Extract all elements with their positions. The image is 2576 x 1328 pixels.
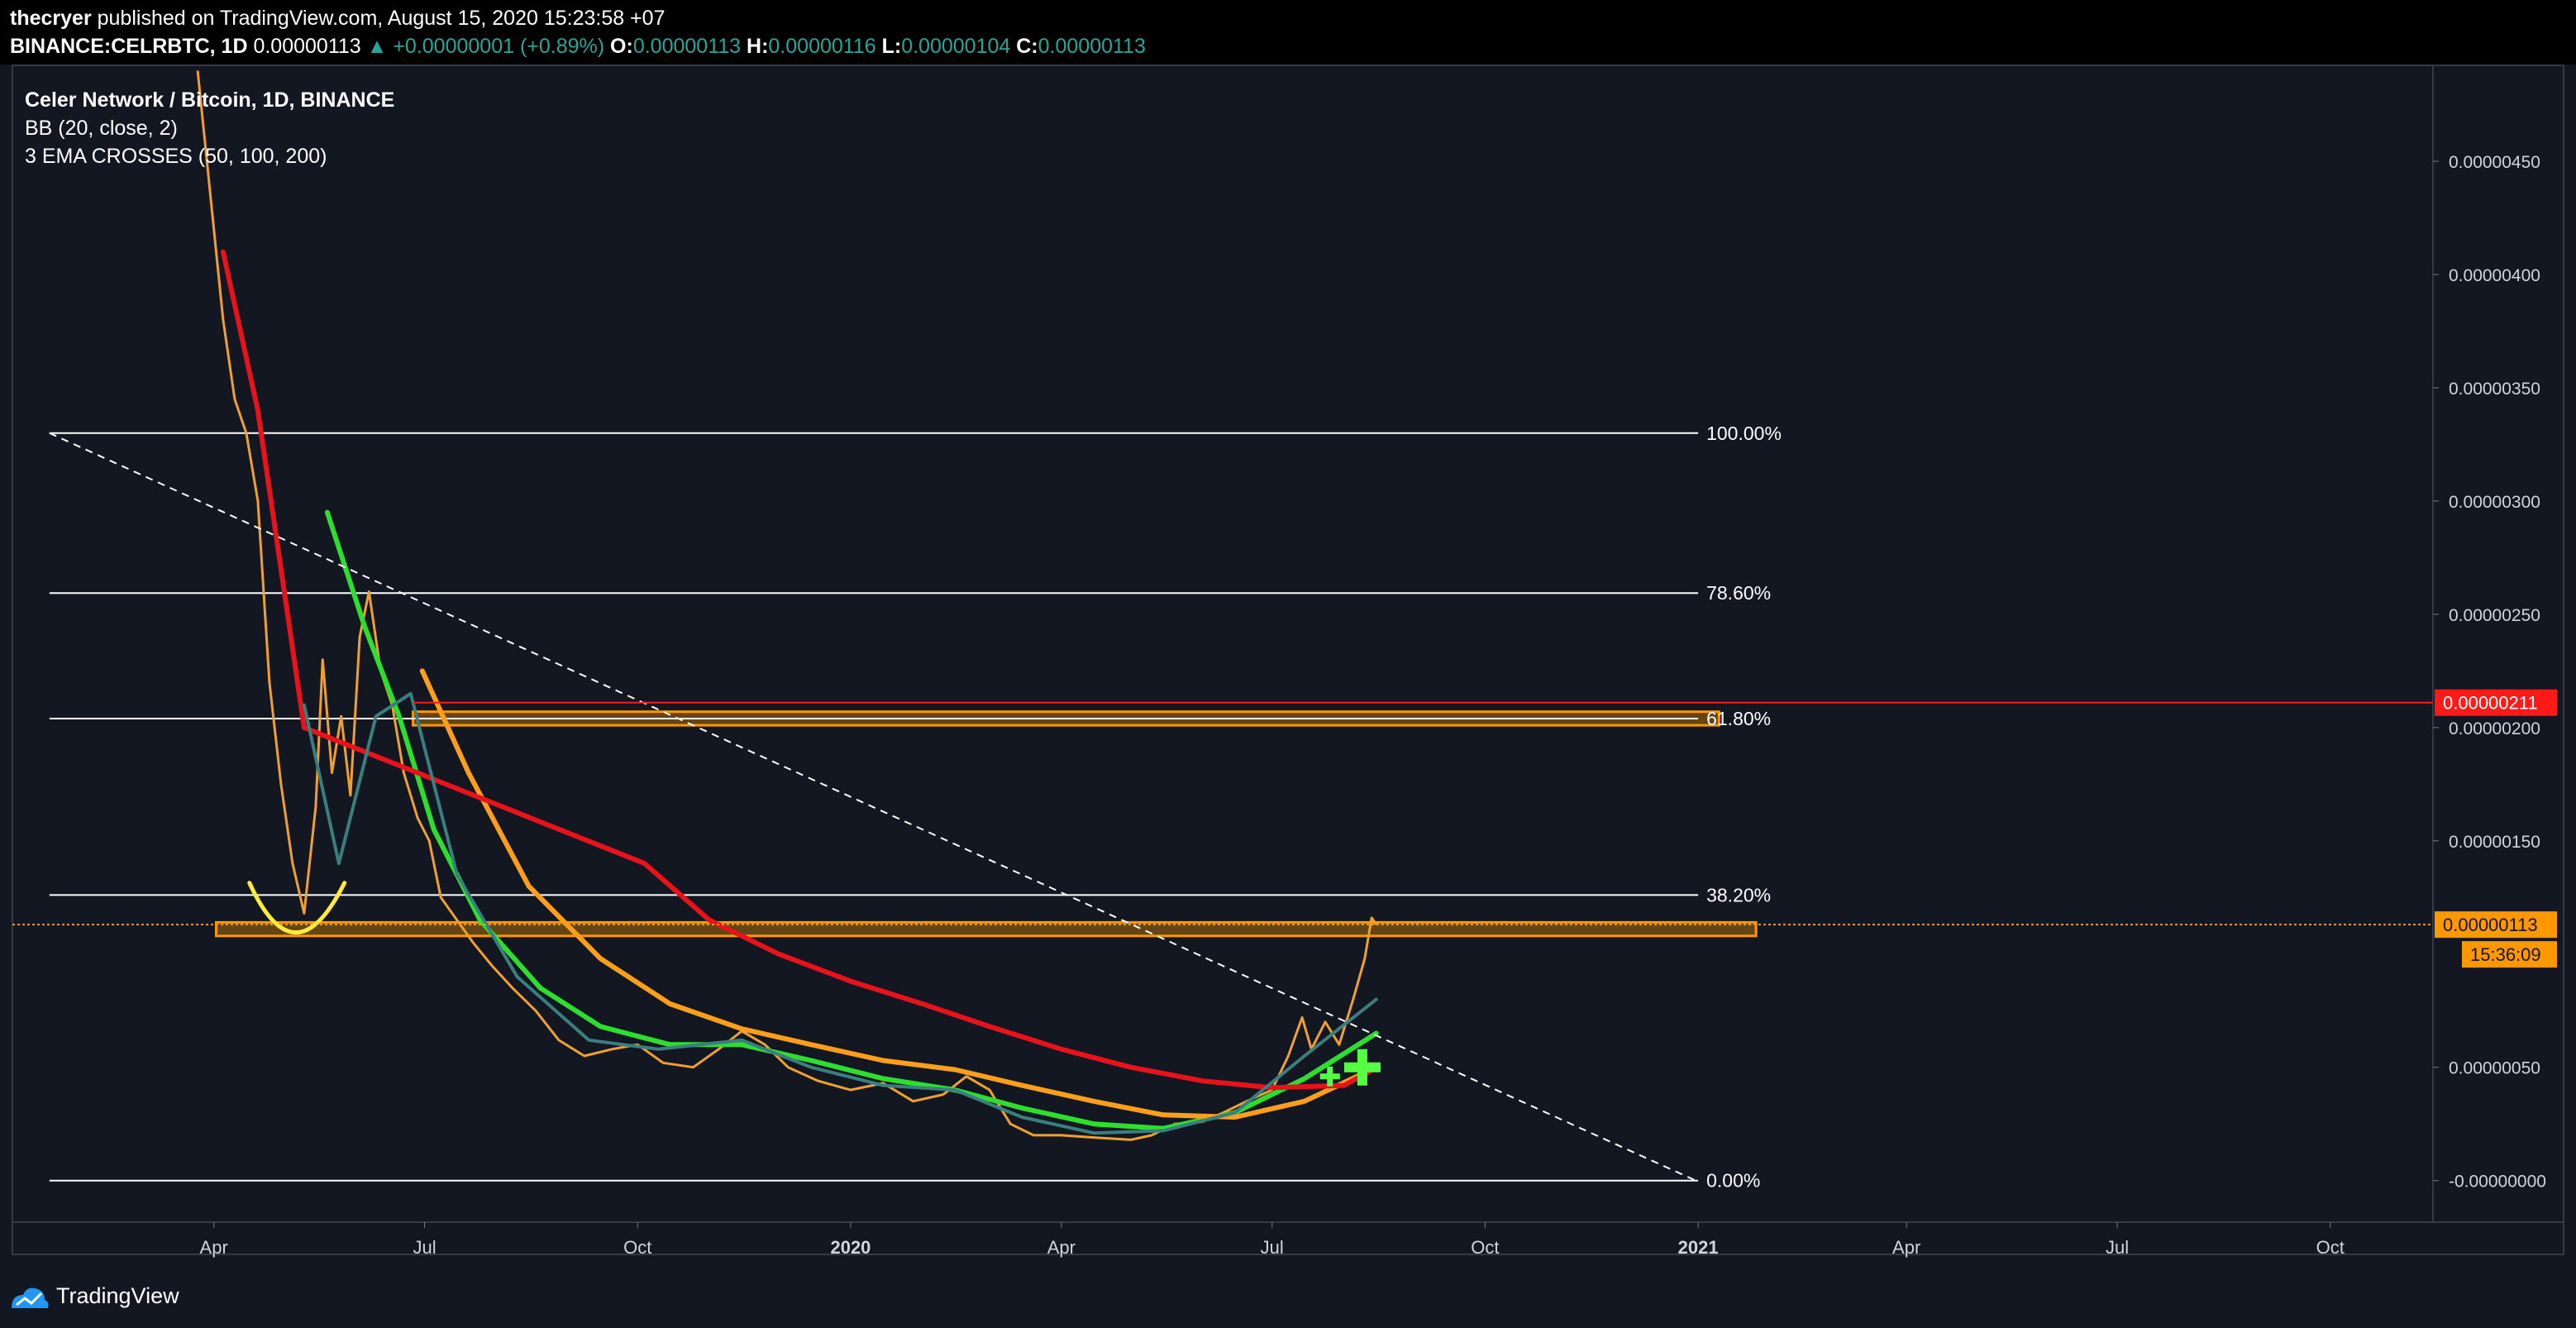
low-value: 0.00000104 <box>901 35 1011 58</box>
published-header: thecryer published on TradingView.com, A… <box>0 0 2576 64</box>
tradingview-brand[interactable]: TradingView <box>56 1283 179 1308</box>
tradingview-logo-icon[interactable] <box>8 1283 51 1311</box>
time-tick-label: Oct <box>2316 1237 2345 1258</box>
fib-level-label: 100.00% <box>1706 423 1782 444</box>
time-tick-label: Apr <box>1047 1237 1076 1258</box>
fibonacci-layer: 100.00% 78.60% 61.80% 38.20% 0.00% <box>49 423 1782 1192</box>
zones-layer <box>214 710 1758 938</box>
price-tick-label: 0.00000200 <box>2449 719 2540 738</box>
ema-cross-marker-icon <box>1319 1066 1340 1087</box>
price-tick-label: 0.00000400 <box>2449 266 2540 285</box>
low-label: L: <box>881 35 902 58</box>
price-tick-label: 0.00000250 <box>2449 606 2540 625</box>
countdown-label: 15:36:09 <box>2470 944 2541 965</box>
price-change: ▲ +0.00000001 (+0.89%) <box>366 35 605 58</box>
price-tick-label: 0.00000300 <box>2449 493 2540 512</box>
fib-level-label: 38.20% <box>1706 884 1771 905</box>
time-tick-label: Oct <box>1471 1237 1499 1258</box>
price-tick-label: 0.00000150 <box>2449 833 2540 852</box>
legend-indicator-ema[interactable]: 3 EMA CROSSES (50, 100, 200) <box>25 145 327 168</box>
published-text: published on TradingView.com, August 15,… <box>97 7 665 30</box>
ema-100-line[interactable] <box>419 668 1379 1120</box>
ema-50-line[interactable] <box>324 509 1379 1131</box>
publisher-line: thecryer published on TradingView.com, A… <box>10 7 665 31</box>
footer: TradingView <box>0 1267 2576 1328</box>
descending-trendline[interactable] <box>49 432 1696 1182</box>
resistance-price-tag <box>2435 689 2557 716</box>
time-tick-label: Jul <box>413 1237 436 1258</box>
fib-level-label: 78.60% <box>1706 582 1771 604</box>
support-arc[interactable] <box>247 881 347 934</box>
chart-legend: Celer Network / Bitcoin, 1D, BINANCE BB … <box>25 86 394 170</box>
price-tick-label: 0.00000350 <box>2449 380 2540 399</box>
price-axis[interactable]: 0.00000450 0.00000400 0.00000350 0.00000300… <box>2433 153 2546 1192</box>
time-tick-label: Jul <box>1261 1237 1284 1258</box>
legend-indicator-bb[interactable]: BB (20, close, 2) <box>25 117 178 140</box>
resistance-price-label: 0.00000211 <box>2443 693 2538 714</box>
last-price: 0.00000113 <box>253 35 361 58</box>
open-value: 0.00000113 <box>632 35 742 58</box>
time-tick-label: Apr <box>200 1237 228 1258</box>
time-axis[interactable]: Apr Jul Oct 2020 Apr Jul Oct 2021 Apr Jul Oct <box>200 1222 2345 1258</box>
ema-cross-marker-icon <box>1343 1049 1381 1086</box>
price-layer <box>196 70 1378 1141</box>
price-line[interactable] <box>196 70 1378 1141</box>
time-tick-label: 2021 <box>1678 1237 1719 1258</box>
bollinger-basis-line[interactable] <box>302 691 1378 1135</box>
symbol-line: BINANCE:CELRBTC, 1D 0.00000113 ▲ +0.0000… <box>10 35 1146 59</box>
open-label: O: <box>610 35 633 58</box>
fib-level-label: 0.00% <box>1706 1170 1760 1192</box>
price-tick-label: 0.00000450 <box>2449 153 2540 172</box>
trendline-layer <box>49 432 1696 1182</box>
time-tick-label: Oct <box>623 1237 651 1258</box>
time-tick-label: Apr <box>1892 1237 1920 1258</box>
price-tick-label: 0.00000050 <box>2449 1059 2540 1078</box>
price-tick-label: -0.00000000 <box>2449 1173 2546 1192</box>
close-value: 0.00000113 <box>1038 35 1146 58</box>
countdown-tag <box>2462 941 2557 968</box>
time-tick-label: 2020 <box>830 1237 871 1258</box>
legend-title[interactable]: Celer Network / Bitcoin, 1D, BINANCE <box>25 88 395 112</box>
author-name[interactable]: thecryer <box>10 7 92 30</box>
ema-200-line[interactable] <box>220 249 1372 1091</box>
fib-level-label: 61.80% <box>1706 708 1771 729</box>
symbol-label[interactable]: BINANCE:CELRBTC, 1D <box>10 35 248 58</box>
chart-frame <box>12 64 2564 1255</box>
high-label: H: <box>747 35 769 58</box>
last-price-label: 0.00000113 <box>2443 915 2538 935</box>
annotations-layer <box>247 881 1381 1087</box>
time-tick-label: Jul <box>2106 1237 2129 1258</box>
ema-layer <box>220 249 1379 1135</box>
last-price-tag <box>2435 911 2557 939</box>
close-label: C: <box>1016 35 1038 58</box>
levels-layer: 0.00000211 0.00000113 15:36:09 <box>12 689 2557 968</box>
high-value: 0.00000116 <box>768 35 876 58</box>
